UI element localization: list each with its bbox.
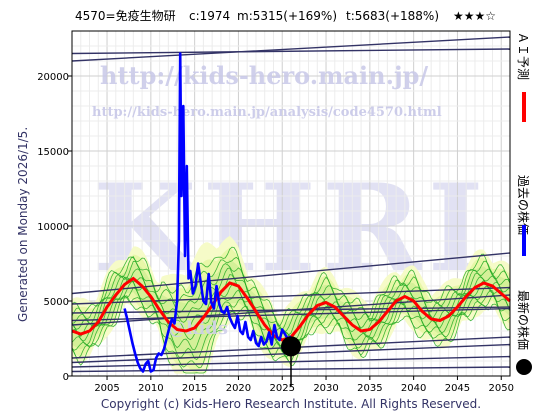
legend: ＡＩ予測 過去の株価 最新の株価 xyxy=(516,32,532,375)
copyright-footer: Copyright (c) Kids-Hero Research Institu… xyxy=(101,397,481,411)
y-tick-label: 0 xyxy=(63,372,69,383)
x-tick-label: 2025 xyxy=(270,383,295,394)
watermark-url-analysis: http://kids-hero.main.jp/analysis/code45… xyxy=(92,105,442,120)
legend-label-ai-forecast: ＡＩ予測 xyxy=(516,32,530,80)
trend-line xyxy=(71,48,511,55)
trend-line xyxy=(71,294,511,326)
chart-header-t: t:5683(+188%) xyxy=(346,9,439,23)
trend-line xyxy=(71,252,511,295)
forecast-band-inner xyxy=(72,259,510,358)
chart-header-code: 4570=免疫生物研 xyxy=(75,8,176,23)
forecast-sample-line xyxy=(71,256,511,331)
x-tick-label: 2050 xyxy=(489,383,514,394)
x-tick-label: 2040 xyxy=(401,383,426,394)
x-tick-label: 2015 xyxy=(182,383,207,394)
latest-price-marker xyxy=(281,336,301,357)
watermark-url-top: http://kids-hero.main.jp/ xyxy=(100,61,428,90)
watermark-mid: @kids xyxy=(168,318,228,339)
y-tick-label: 5000 xyxy=(44,297,69,308)
x-tick-label: 2030 xyxy=(313,383,338,394)
x-tick-label: 2020 xyxy=(226,383,251,394)
plot-frame xyxy=(71,30,511,377)
y-axis-ticks: 0 5000 10000 15000 20000 xyxy=(37,72,72,383)
x-tick-label: 2010 xyxy=(138,383,163,394)
chart-header-stars: ★★★☆ xyxy=(453,9,496,23)
latest-price-layer xyxy=(281,336,301,386)
legend-swatch-latest-price xyxy=(516,359,532,375)
chart-header-c: c:1974 xyxy=(189,9,230,23)
trend-line xyxy=(71,286,511,305)
y-tick-label: 15000 xyxy=(37,147,69,158)
legend-label-past-price: 過去の株価 xyxy=(516,175,531,235)
x-tick-label: 2005 xyxy=(94,383,119,394)
past-price-line xyxy=(123,52,293,373)
x-tick-label: 2045 xyxy=(445,383,470,394)
generated-date-label: Generated on Monday 2026/1/5. xyxy=(16,127,30,322)
trend-line xyxy=(71,307,511,322)
y-tick-label: 10000 xyxy=(37,222,69,233)
trend-line xyxy=(71,36,511,62)
chart-header-m: m:5315(+169%) xyxy=(237,9,337,23)
forecast-sample-line xyxy=(71,267,511,336)
legend-label-latest-price: 最新の株価 xyxy=(516,290,531,350)
y-tick-label: 20000 xyxy=(37,72,69,83)
x-tick-label: 2035 xyxy=(357,383,382,394)
past-price-layer xyxy=(123,52,293,373)
x-axis-ticks: 2005 2010 2015 2020 2025 2030 2035 2040 2045 2050 xyxy=(94,376,514,394)
